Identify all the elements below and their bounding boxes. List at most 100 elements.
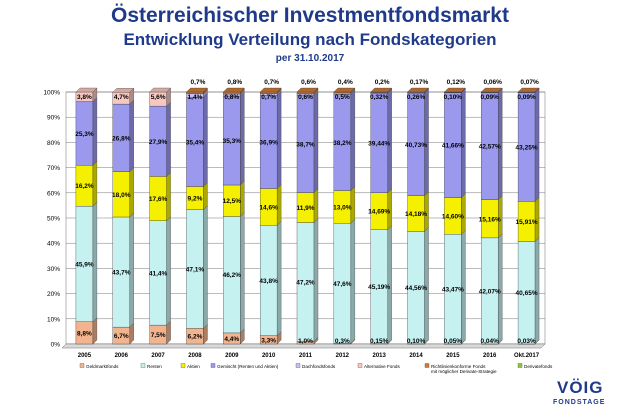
bar-top: [333, 87, 356, 93]
data-label: 16,2%: [75, 183, 94, 190]
legend-swatch: [79, 363, 85, 368]
x-tick-label: 2015: [446, 353, 460, 359]
legend-label: Derivatefonds: [524, 364, 553, 369]
bar-top: [517, 87, 540, 93]
legend-swatch: [295, 363, 301, 368]
data-label: 43,7%: [112, 270, 131, 277]
page-subtitle: Entwicklung Verteilung nach Fondskategor…: [123, 30, 497, 49]
legend-label: Dachfondsfonds: [302, 364, 336, 369]
data-label: 8,8%: [77, 330, 92, 337]
y-tick-label: 20%: [47, 291, 60, 298]
y-tick-label: 50%: [47, 216, 60, 223]
data-label: 12,5%: [223, 198, 242, 205]
x-tick-label: 2013: [373, 353, 387, 359]
x-tick-label: 2014: [409, 353, 423, 359]
data-label: 13,0%: [333, 204, 352, 211]
data-label: 26,8%: [112, 135, 131, 142]
data-label: 0,26%: [407, 94, 426, 101]
bar-top: [407, 87, 429, 93]
x-tick-label: 2011: [299, 353, 313, 359]
data-label: 0,2%: [375, 79, 390, 86]
data-label: 41,4%: [149, 270, 168, 277]
logo-main-text: VÖIG: [557, 378, 604, 397]
y-tick-label: 10%: [47, 316, 60, 323]
data-label: 0,07%: [520, 79, 539, 86]
x-tick-label: 2006: [115, 353, 129, 359]
data-label: 47,1%: [186, 267, 205, 274]
data-label: 14,18%: [405, 211, 427, 218]
bar-top: [149, 87, 171, 93]
data-label: 47,6%: [333, 281, 352, 288]
data-label: 14,60%: [442, 213, 464, 220]
data-label: 4,7%: [114, 94, 129, 101]
legend-swatch: [140, 363, 146, 368]
legend-label: Alternative Fonds: [364, 364, 400, 369]
data-label: 11,9%: [296, 205, 314, 212]
legend-label: mit möglicher Derivate-Strategie: [431, 369, 497, 374]
y-tick-label: 30%: [47, 266, 60, 273]
data-label: 45,9%: [75, 261, 94, 268]
bar-top: [259, 87, 282, 93]
data-label: 36,9%: [259, 140, 278, 147]
data-label: 6,7%: [114, 333, 129, 340]
data-label: 0,17%: [410, 79, 429, 86]
data-label: 0,6%: [301, 79, 316, 86]
data-label: 3,8%: [77, 94, 92, 101]
logo-sub-text: FONDSTAGE: [553, 399, 606, 406]
data-label: 38,7%: [296, 141, 315, 148]
data-label: 0,5%: [335, 94, 350, 101]
data-label: 0,3%: [335, 338, 350, 345]
bar-top: [222, 87, 245, 93]
y-tick-label: 70%: [47, 165, 60, 172]
data-label: 0,7%: [191, 79, 206, 86]
data-label: 0,04%: [481, 338, 500, 345]
legend-label: Aktien: [187, 364, 200, 369]
data-label: 0,10%: [407, 338, 426, 345]
data-label: 0,12%: [447, 79, 466, 86]
data-label: 35,3%: [223, 138, 242, 145]
data-label: 25,3%: [75, 131, 94, 138]
data-label: 0,8%: [224, 94, 239, 101]
data-label: 14,69%: [368, 209, 390, 216]
bar-top: [480, 87, 503, 93]
data-label: 1,0%: [298, 338, 313, 345]
data-label: 38,2%: [333, 140, 352, 147]
data-label: 0,09%: [517, 94, 536, 101]
data-label: 43,8%: [259, 278, 278, 285]
data-label: 14,6%: [259, 204, 278, 211]
legend-label: Geldmarktfonds: [86, 364, 119, 369]
data-label: 17,6%: [149, 196, 168, 203]
legend-label: Renten: [147, 364, 162, 369]
data-label: 15,16%: [479, 216, 501, 223]
x-tick-label: 2009: [225, 353, 239, 359]
data-label: 43,47%: [442, 287, 464, 294]
x-tick-label: 2010: [262, 353, 276, 359]
bar-top: [370, 87, 393, 93]
y-tick-label: 0%: [51, 342, 61, 349]
data-label: 9,2%: [188, 196, 203, 203]
data-label: 0,6%: [298, 94, 313, 101]
data-label: 1,4%: [188, 94, 203, 101]
bar-top: [186, 87, 208, 93]
data-label: 5,6%: [151, 94, 166, 101]
x-tick-label: 2008: [188, 353, 202, 359]
bar-top: [112, 88, 135, 93]
legend-swatch: [210, 363, 216, 368]
page-title: Österreichischer Investmentfondsmarkt: [111, 4, 509, 27]
data-label: 15,91%: [516, 219, 538, 226]
data-label: 0,03%: [517, 338, 536, 345]
data-label: 47,2%: [296, 280, 315, 287]
data-label: 42,57%: [479, 144, 501, 151]
data-label: 44,56%: [405, 285, 427, 292]
bar-top: [444, 87, 466, 93]
legend-label: Gemischt (Renten und Aktien): [217, 364, 279, 369]
data-label: 0,7%: [264, 79, 279, 86]
data-label: 6,2%: [188, 334, 203, 341]
legend-swatch: [517, 363, 523, 368]
data-label: 0,10%: [444, 94, 463, 101]
data-label: 43,25%: [516, 144, 538, 151]
bar-segment-side: [313, 188, 319, 223]
data-label: 0,09%: [481, 94, 500, 101]
data-label: 0,8%: [227, 79, 242, 86]
